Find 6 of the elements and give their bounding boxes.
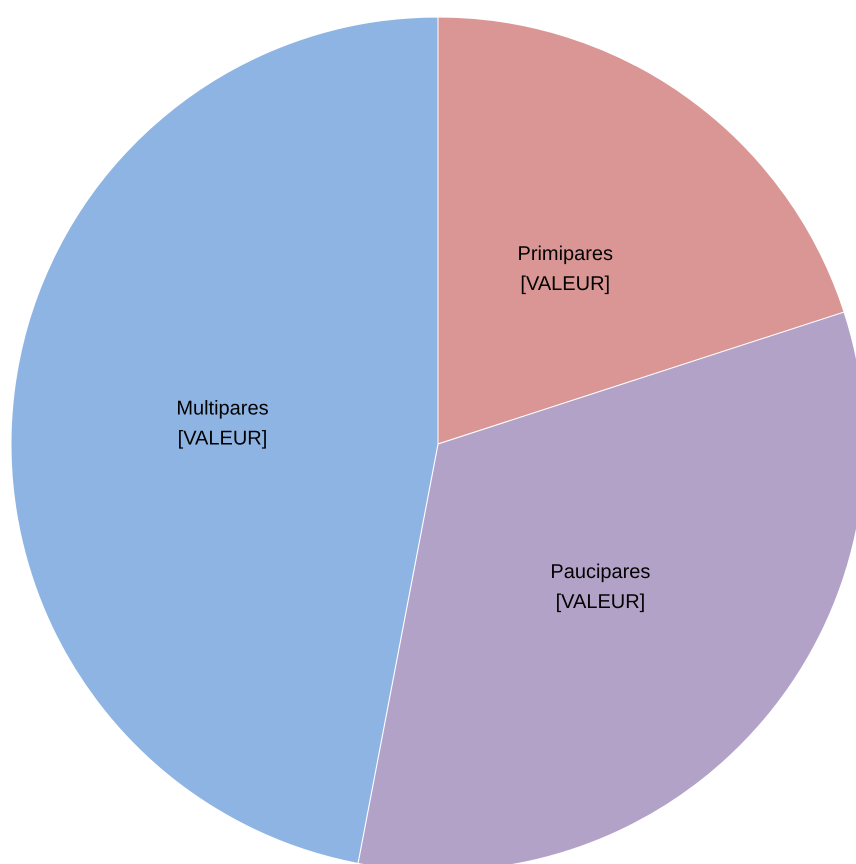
- slice-label: Paucipares: [550, 561, 650, 584]
- data-label: [VALEUR]: [178, 428, 268, 450]
- slice-label: Primipares: [517, 242, 614, 265]
- data-label: [VALEUR]: [520, 272, 610, 295]
- slice-label: Multipares: [176, 398, 269, 420]
- data-label: [VALEUR]: [556, 591, 646, 614]
